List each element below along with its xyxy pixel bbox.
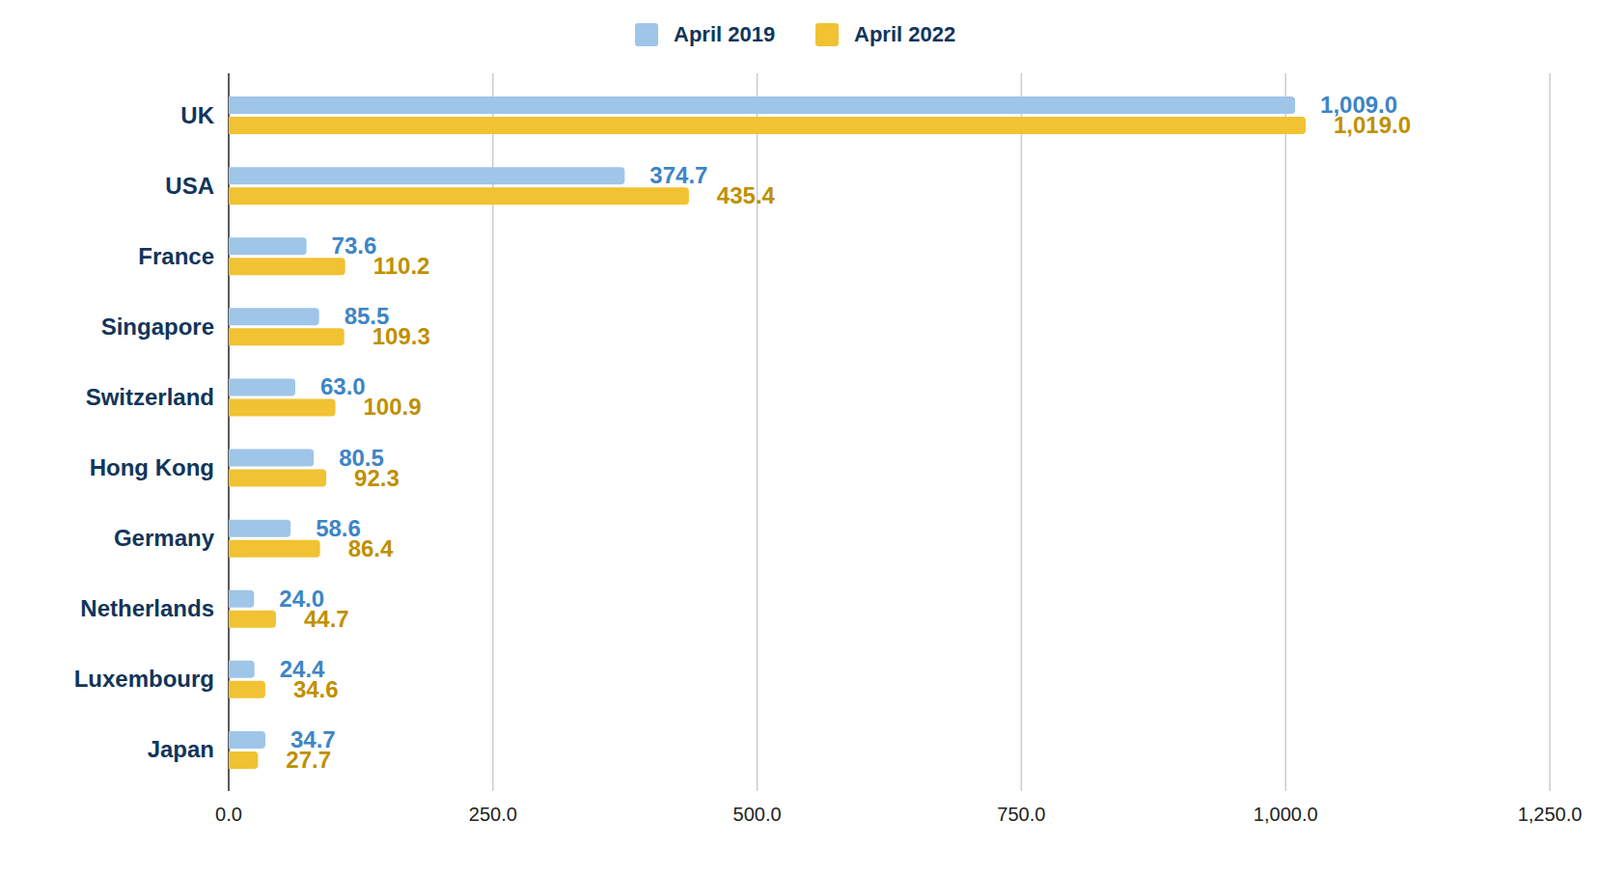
bar [228,751,258,770]
bar [228,237,307,255]
bar [228,469,327,488]
category-label: UK [180,102,215,129]
chart: 0.0250.0500.0750.01,000.01,250.01,009.03… [0,0,1600,874]
category-label: Hong Kong [89,454,215,481]
axis-range [228,791,1550,793]
tick-label: 500.0 [733,803,782,826]
bar [228,590,254,608]
bar [228,449,314,468]
category-label: France [137,243,215,270]
bar [228,328,345,346]
legend-label: April 2022 [854,22,956,47]
data-label: 73.6 [331,232,378,259]
grid [493,73,1550,792]
grid-line [1548,73,1551,792]
tick-label: 0.0 [215,803,243,826]
bar [228,116,1306,135]
legend-label: April 2019 [673,22,775,47]
bar [228,378,296,396]
bar [228,187,690,205]
category-label: Germany [113,524,216,552]
data-label: 63.0 [320,373,366,400]
grid-line [1284,73,1287,792]
data-label: 92.3 [354,465,400,492]
tick-label: 1,000.0 [1253,803,1319,826]
bar [228,540,321,558]
legend-swatch [634,23,659,47]
tick-label: 1,250.0 [1517,803,1583,826]
data-label: 100.9 [363,393,422,420]
data-label: 44.7 [303,606,350,633]
category-label: Luxembourg [74,665,215,692]
category-label: Netherlands [80,595,215,622]
category-label: Switzerland [85,384,215,411]
category-label: Singapore [101,313,215,340]
bar [228,681,266,699]
bar [228,96,1296,114]
data-label: 374.7 [649,162,708,189]
data-label: 86.4 [348,535,394,562]
bar [228,257,346,276]
data-label: 34.6 [293,676,339,703]
tick-label: 250.0 [468,803,518,826]
grid-line [1020,73,1023,792]
category-label: USA [165,172,215,199]
category-label: Japan [147,736,215,763]
bar [228,398,336,416]
data-label: 1,019.0 [1333,111,1411,138]
tick-label: 750.0 [996,803,1046,826]
data-labels: 1,009.0374.773.685.563.080.558.624.024.4… [278,91,1411,773]
bar [228,520,291,538]
grid-line [756,73,759,792]
data-label: 27.7 [285,746,332,773]
bars [228,96,1306,770]
bar [228,307,320,326]
data-label: 110.2 [373,252,431,279]
data-label: 435.4 [717,182,776,209]
legend: April 2019 April 2022 [634,22,956,47]
data-label: 109.3 [372,323,431,350]
bar [228,661,255,679]
legend-swatch [815,23,839,47]
bar [228,166,625,185]
bar [228,610,276,629]
bar [228,731,266,749]
